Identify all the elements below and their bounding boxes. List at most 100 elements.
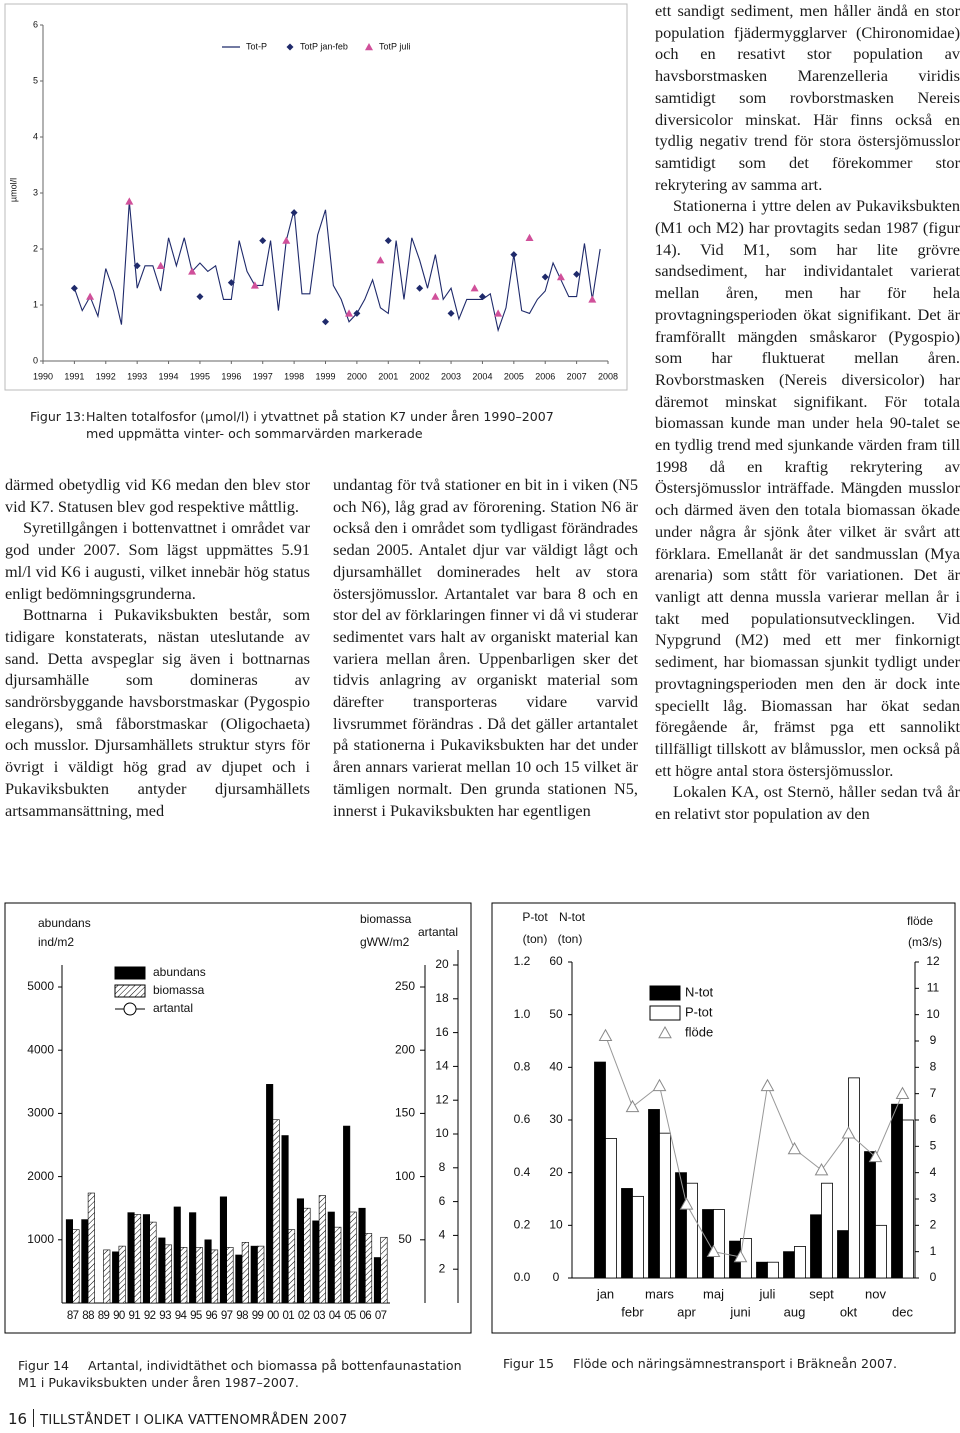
bar [794, 1246, 806, 1279]
data-point [376, 256, 385, 264]
bar [158, 1237, 166, 1304]
y2-tick-label: 0.2 [514, 1218, 531, 1232]
bar [211, 1249, 219, 1304]
figure-frame [4, 902, 472, 1334]
data-point [86, 292, 95, 300]
bar [713, 1209, 725, 1279]
x-tick-label: juli [759, 1286, 776, 1301]
axis-title: artantal [418, 925, 458, 939]
bar [810, 1214, 822, 1279]
separator [33, 1409, 35, 1427]
running-title: TILLSTÅNDET I OLIKA VATTENOMRÅDEN 2007 [40, 1413, 348, 1428]
x-tick-label: aug [784, 1304, 806, 1319]
bar [605, 1138, 617, 1279]
bar [103, 1249, 111, 1304]
bar [358, 1207, 366, 1304]
axis-title: biomassa [360, 912, 412, 926]
x-tick-label: 98 [236, 1310, 248, 1322]
y-tick-label: 6 [33, 19, 38, 29]
data-point [322, 318, 329, 326]
y2-tick-label: 1.2 [514, 954, 531, 968]
caption-text: Halten totalfosfor (µmol/l) i ytvattnet … [86, 409, 554, 441]
bar [343, 1125, 351, 1304]
y2-tick-label: 0.8 [514, 1060, 531, 1074]
y3-tick-label: 4 [439, 1228, 446, 1242]
y2-tick-label: 50 [398, 1232, 412, 1246]
y3-tick-label: 2 [930, 1218, 937, 1232]
y3-tick-label: 9 [930, 1033, 937, 1047]
y-tick-label: 4 [33, 131, 38, 141]
y3-tick-label: 12 [435, 1092, 449, 1106]
x-tick-label: 96 [206, 1310, 218, 1322]
data-point [895, 1086, 910, 1099]
data-point [760, 1078, 775, 1092]
y2-tick-label: 100 [395, 1169, 415, 1183]
bar [821, 1182, 833, 1279]
y3-tick-label: 7 [930, 1086, 937, 1100]
legend-swatch [649, 1005, 681, 1021]
bar [364, 1233, 373, 1304]
x-tick-label: 02 [298, 1310, 310, 1322]
bar [296, 1198, 305, 1304]
y3-tick-label: 14 [435, 1059, 449, 1073]
caption-text: Flöde och näringsämnestransport i Bräkne… [573, 1356, 898, 1371]
data-point [282, 236, 291, 244]
figure-frame [491, 902, 956, 1334]
x-tick-label: 2005 [504, 371, 524, 381]
y-tick-label: 2000 [27, 1169, 54, 1183]
bar [349, 1211, 357, 1304]
bar [837, 1230, 849, 1279]
bar [134, 1214, 142, 1304]
y3-tick-label: 10 [926, 1007, 940, 1021]
x-tick-label: sept [809, 1286, 834, 1301]
legend-label: P-tot [685, 1004, 713, 1019]
x-tick-label: 2000 [347, 371, 367, 381]
x-tick-label: 07 [375, 1310, 387, 1322]
caption-label: Figur 14 [18, 1358, 70, 1373]
legend-label: biomassa [153, 983, 205, 997]
bar [235, 1254, 243, 1304]
x-tick-label: 1992 [96, 371, 116, 381]
x-tick-label: 1997 [253, 371, 273, 381]
data-point [470, 284, 479, 292]
legend-swatch [123, 1002, 137, 1016]
data-point [447, 309, 455, 317]
text-column: därmed obetydlig vid K6 medan den blev s… [5, 474, 310, 821]
y-tick-label: 10 [549, 1218, 563, 1232]
x-tick-label: 2008 [598, 371, 618, 381]
paragraph: Bottnarna i Pukaviksbukten består, som t… [5, 605, 310, 820]
caption-label: Figur 15 [503, 1356, 555, 1371]
axis-title: P-tot [522, 910, 548, 924]
bar [87, 1192, 95, 1304]
axis-title: N-tot [559, 910, 586, 924]
x-tick-label: juni [729, 1304, 750, 1319]
legend-label: Tot-P [246, 41, 267, 51]
x-tick-label: 05 [344, 1310, 356, 1322]
x-tick-label: 89 [98, 1310, 110, 1322]
data-point [133, 262, 141, 270]
y3-tick-label: 6 [439, 1194, 446, 1208]
legend-swatch [286, 43, 294, 51]
y-tick-label: 50 [549, 1007, 563, 1021]
x-tick-label: 94 [175, 1310, 188, 1322]
y-tick-label: 4000 [27, 1042, 54, 1056]
data-point [787, 1141, 802, 1155]
bar [334, 1226, 342, 1304]
x-tick-label: 2007 [567, 371, 587, 381]
data-point [156, 261, 165, 269]
bar [756, 1261, 768, 1279]
bar [241, 1242, 249, 1304]
bar [226, 1247, 234, 1304]
x-tick-label: febr [621, 1304, 644, 1319]
data-point [345, 309, 354, 317]
x-tick-label: 99 [252, 1310, 264, 1322]
x-tick-label: 1991 [64, 371, 84, 381]
legend-label: artantal [153, 1001, 193, 1015]
axis-unit: gWW/m2 [360, 935, 410, 949]
bar [180, 1247, 188, 1304]
bar [65, 1219, 73, 1304]
bar [902, 1119, 914, 1279]
x-tick-label: 91 [129, 1310, 141, 1322]
y-tick-label: 20 [549, 1165, 563, 1179]
axis-unit: (m3/s) [908, 935, 942, 949]
